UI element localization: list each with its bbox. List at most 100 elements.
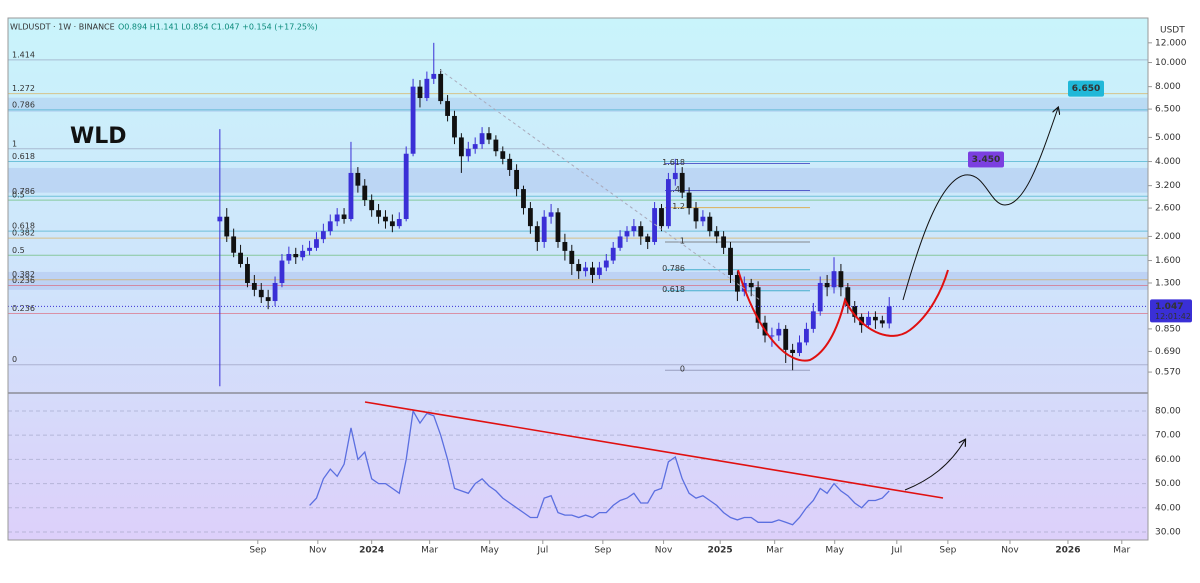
- candle-body: [472, 144, 478, 149]
- candle-body: [810, 311, 816, 329]
- candle-body: [224, 216, 230, 237]
- x-tick-label: Jul: [890, 546, 902, 556]
- projection-path: [902, 108, 1058, 301]
- candle-body: [583, 267, 589, 272]
- last-price-label: 1.047: [1155, 302, 1183, 312]
- fib-label: 1.618: [662, 158, 685, 167]
- candle-body: [714, 231, 720, 237]
- candle-body: [824, 282, 830, 288]
- candle-body: [410, 86, 416, 154]
- candle-body: [514, 169, 519, 190]
- candle-body: [638, 226, 644, 237]
- candle-body: [245, 263, 250, 283]
- fib-label: 0.786: [12, 187, 35, 196]
- candle-body: [866, 316, 871, 326]
- y-tick-label: 3.200: [1155, 181, 1181, 191]
- candle-body: [251, 282, 257, 290]
- rsi-line: [309, 409, 890, 526]
- y-tick-label: 10.000: [1155, 58, 1187, 68]
- candle-body: [776, 328, 782, 336]
- candle-body: [769, 335, 775, 337]
- x-tick-label: Mar: [766, 546, 783, 556]
- y-tick-label: 0.850: [1155, 324, 1181, 334]
- candle-body: [293, 253, 299, 258]
- fib-label: 1: [12, 139, 17, 148]
- x-tick-label: May: [480, 546, 499, 556]
- candle-body: [603, 260, 609, 268]
- candle-body: [479, 133, 485, 145]
- countdown-label: 12:01:42: [1155, 312, 1191, 321]
- x-tick-label: Nov: [655, 546, 673, 556]
- candle-body: [838, 271, 844, 288]
- x-tick-label: Jul: [536, 546, 548, 556]
- fib-label: 0: [12, 355, 17, 364]
- candle-body: [238, 252, 243, 264]
- y-tick-label: 60.00: [1155, 455, 1181, 465]
- fib-label: 1.272: [12, 84, 35, 93]
- fib-label: 0.382: [12, 270, 35, 279]
- candle-body: [576, 263, 582, 272]
- candle-body: [341, 214, 347, 220]
- candle-body: [790, 349, 796, 354]
- y-tick-label: 2.600: [1155, 204, 1181, 214]
- target-label: 6.650: [1072, 84, 1100, 94]
- candle-body: [389, 221, 395, 227]
- chart-title: WLD: [70, 124, 127, 149]
- candle-body: [569, 250, 575, 264]
- candle-body: [590, 267, 595, 275]
- y-tick-label: 1.600: [1155, 256, 1181, 266]
- y-tick-label: 1.300: [1155, 278, 1181, 288]
- candle-body: [700, 216, 706, 222]
- candle-body: [679, 172, 685, 193]
- candle-body: [686, 192, 692, 209]
- y-tick-label: 0.570: [1155, 368, 1181, 378]
- candle-body: [693, 208, 699, 222]
- candle-body: [279, 260, 285, 283]
- candle-body: [831, 271, 837, 288]
- candle-body: [424, 78, 430, 99]
- candle-body: [258, 289, 264, 298]
- x-tick-label: Nov: [309, 546, 327, 556]
- fib-label: 0.786: [662, 264, 685, 273]
- candle-body: [334, 214, 340, 222]
- y-tick-label: 4.000: [1155, 157, 1181, 167]
- candle-body: [873, 316, 878, 321]
- candle-body: [645, 236, 651, 242]
- fib-label: 0.236: [12, 304, 35, 313]
- candle-body: [728, 247, 733, 275]
- candle-body: [438, 73, 444, 102]
- fib-label: 0: [680, 365, 685, 374]
- candle-body: [507, 158, 513, 170]
- candle-body: [500, 151, 506, 159]
- last-price-box: [1150, 299, 1192, 323]
- candle-body: [755, 287, 761, 323]
- candle-body: [417, 86, 423, 99]
- candle-body: [665, 179, 671, 227]
- fib-label: 0.382: [12, 229, 35, 238]
- candle-body: [314, 239, 319, 248]
- zone: [8, 271, 1148, 290]
- candle-body: [527, 208, 533, 227]
- candle-body: [272, 282, 278, 302]
- zone: [8, 167, 1148, 193]
- cup-pattern: [737, 269, 949, 362]
- candle-body: [396, 219, 402, 227]
- y-tick-label: 6.500: [1155, 105, 1181, 115]
- candle-body: [562, 241, 568, 251]
- candle-body: [534, 226, 540, 242]
- candle-body: [376, 210, 381, 217]
- candle-body: [859, 316, 865, 326]
- y-tick-label: 2.000: [1155, 232, 1181, 242]
- rsi-trendline: [364, 401, 944, 499]
- axis-unit: USDT: [1160, 26, 1185, 36]
- candle-body: [231, 236, 237, 253]
- y-tick-label: 0.690: [1155, 347, 1181, 357]
- candle-body: [458, 137, 464, 157]
- candle-body: [521, 189, 526, 209]
- x-tick-label: Sep: [939, 546, 956, 556]
- candle-body: [886, 306, 892, 324]
- candle-body: [631, 226, 637, 232]
- y-tick-label: 80.00: [1155, 406, 1181, 416]
- x-tick-label: Sep: [249, 546, 266, 556]
